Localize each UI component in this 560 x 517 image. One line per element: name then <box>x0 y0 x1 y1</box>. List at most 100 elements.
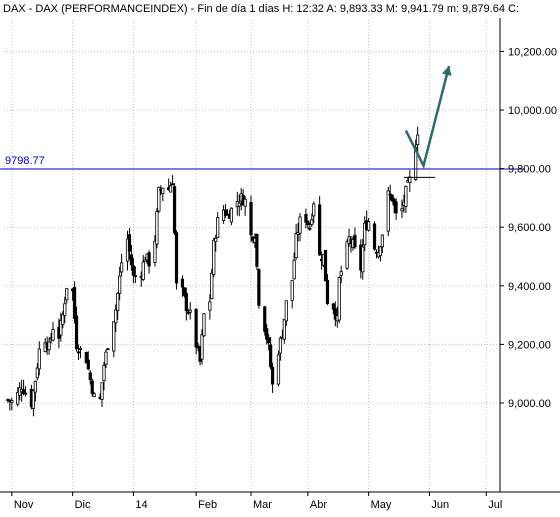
candle-body <box>88 372 92 381</box>
candle-body <box>127 234 132 252</box>
candle-body <box>367 221 371 231</box>
candle-body <box>223 209 228 216</box>
candle-body <box>276 354 281 385</box>
candle-body <box>194 309 198 348</box>
candle-body <box>74 315 79 350</box>
candle-body <box>269 344 273 368</box>
y-tick-label: 9,800.00 <box>508 164 551 176</box>
candle-body <box>265 328 269 340</box>
candle-body <box>380 234 384 248</box>
candle-body <box>216 217 220 238</box>
x-tick-label: Abr <box>310 499 327 511</box>
candle-body <box>76 351 81 354</box>
candle-body <box>116 292 120 312</box>
candle-body <box>243 198 247 207</box>
x-tick-label: Dic <box>75 499 91 511</box>
candle-body <box>363 222 367 246</box>
candle-body <box>131 265 135 276</box>
candle-body <box>294 233 298 259</box>
candle-body <box>182 287 186 296</box>
candle-body <box>172 186 177 234</box>
candle-body <box>22 389 26 394</box>
candle-body <box>257 269 261 306</box>
y-tick-label: 9,200.00 <box>508 339 551 351</box>
candle-body <box>284 300 288 322</box>
candle-body <box>200 334 204 360</box>
candle-body <box>92 393 96 398</box>
candle-body <box>120 262 124 273</box>
candle-body <box>169 185 173 193</box>
candle-body <box>133 275 137 277</box>
candle-body <box>72 286 77 319</box>
candle-body <box>237 202 241 207</box>
projection-arrow-head <box>441 66 452 77</box>
candle-body <box>184 293 188 311</box>
candle-body <box>270 366 275 385</box>
x-tick-label: May <box>371 499 392 511</box>
candle-body <box>202 313 206 337</box>
candle-body <box>51 329 55 341</box>
candle-body <box>90 380 94 394</box>
candle-body <box>212 239 216 275</box>
candle-body <box>214 237 218 242</box>
candle-body <box>372 223 377 250</box>
candle-body <box>325 279 330 305</box>
x-tick-label: Nov <box>14 499 34 511</box>
candle-body <box>59 319 63 336</box>
candle-body <box>378 246 383 256</box>
candle-body <box>104 351 108 365</box>
candle-body <box>339 271 343 276</box>
candle-body <box>404 186 408 207</box>
candle-body <box>61 314 65 325</box>
candle-body <box>229 207 234 223</box>
candle-body <box>84 352 88 364</box>
candle-body <box>157 187 161 212</box>
candle-body <box>180 278 185 288</box>
candle-body <box>78 347 83 351</box>
resistance-label: 9798.77 <box>5 155 45 167</box>
candle-body <box>102 365 106 382</box>
candle-body <box>298 216 302 234</box>
axis-layer: 10,200.00 10,000.00 9,800.00 9,600.00 9,400.… <box>0 18 560 511</box>
y-tick-label: 9,400.00 <box>508 281 551 293</box>
candle-body <box>100 382 104 400</box>
x-tick-label: Jul <box>488 499 502 511</box>
candle-body <box>308 227 312 230</box>
candle-body <box>249 202 253 236</box>
candle-body <box>210 272 214 300</box>
candle-body <box>47 341 51 351</box>
x-tick-label: 14 <box>135 499 147 511</box>
candle-body <box>63 303 67 316</box>
candle-body <box>188 309 192 313</box>
candle-body <box>31 390 36 409</box>
candle-body <box>171 183 175 186</box>
grid-layer <box>4 20 500 492</box>
candle-body <box>255 233 259 267</box>
y-tick-label: 10,000.00 <box>508 105 557 117</box>
candle-body <box>292 259 296 280</box>
x-tick-label: Mar <box>253 499 272 511</box>
candle-body <box>400 208 404 212</box>
candle-body <box>353 234 357 248</box>
candle-body <box>318 204 322 256</box>
candle-body <box>23 392 28 395</box>
candle-body <box>161 187 165 194</box>
candle-body <box>386 190 390 232</box>
y-tick-label: 9,000.00 <box>508 398 551 410</box>
candle-body <box>16 391 20 405</box>
candle-body <box>394 201 398 214</box>
candle-body <box>306 220 310 226</box>
candle-body <box>312 203 316 217</box>
candle-body <box>112 321 116 352</box>
candle-body <box>35 367 39 379</box>
candle-body <box>290 280 294 301</box>
candle-body <box>278 337 283 354</box>
x-tick-label: Feb <box>198 499 217 511</box>
candle-body <box>390 194 394 202</box>
candle-body <box>267 337 271 344</box>
y-tick-label: 10,200.00 <box>508 46 557 58</box>
candle-body <box>155 211 159 245</box>
candle-body <box>361 246 365 273</box>
